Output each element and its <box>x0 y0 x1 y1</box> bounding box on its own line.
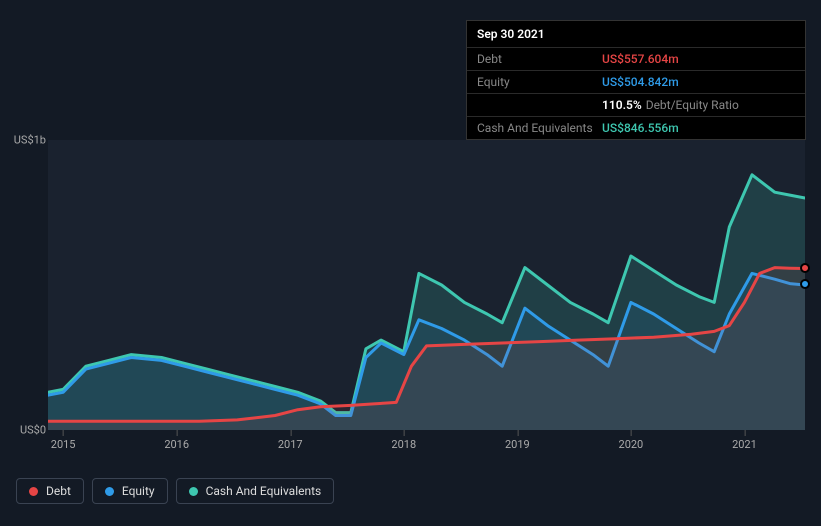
tooltip-row-label: Equity <box>477 75 602 89</box>
x-axis-label: 2018 <box>391 438 416 451</box>
tooltip-date: Sep 30 2021 <box>467 21 805 48</box>
plot-area[interactable] <box>48 140 805 430</box>
tooltip-row: EquityUS$504.842m <box>467 71 805 94</box>
series-marker <box>800 263 810 273</box>
legend-item[interactable]: Debt <box>16 478 84 504</box>
x-axis-label: 2016 <box>164 438 189 451</box>
tooltip-row-value: US$504.842m <box>602 75 679 89</box>
x-axis-label: 2015 <box>51 438 76 451</box>
legend-label: Cash And Equivalents <box>206 484 322 498</box>
legend-label: Equity <box>122 484 155 498</box>
y-axis-label: US$0 <box>20 424 46 437</box>
tooltip-row-label: Debt <box>477 52 602 66</box>
legend-dot-icon <box>29 487 38 496</box>
tooltip-ratio: 110.5%Debt/Equity Ratio <box>602 98 739 112</box>
x-axis-label: 2017 <box>278 438 303 451</box>
y-axis-label: US$1b <box>14 134 46 147</box>
tooltip-row: 110.5%Debt/Equity Ratio <box>467 94 805 117</box>
legend-dot-icon <box>189 487 198 496</box>
legend-item[interactable]: Equity <box>92 478 168 504</box>
legend: Debt Equity Cash And Equivalents <box>16 478 334 504</box>
legend-label: Debt <box>46 484 71 498</box>
tooltip-row: DebtUS$557.604m <box>467 48 805 71</box>
financials-chart: US$1b US$0 2015 2016 2017 2018 2019 2020 2021 <box>16 120 806 460</box>
legend-item[interactable]: Cash And Equivalents <box>176 478 335 504</box>
legend-dot-icon <box>105 487 114 496</box>
x-axis-label: 2021 <box>732 438 757 451</box>
x-axis-label: 2019 <box>505 438 530 451</box>
x-axis-label: 2020 <box>619 438 644 451</box>
chart-svg <box>48 140 805 430</box>
series-marker <box>800 279 810 289</box>
x-axis: 2015 2016 2017 2018 2019 2020 2021 <box>48 430 805 450</box>
tooltip-row-value: US$557.604m <box>602 52 679 66</box>
tooltip-row-label <box>477 98 602 112</box>
